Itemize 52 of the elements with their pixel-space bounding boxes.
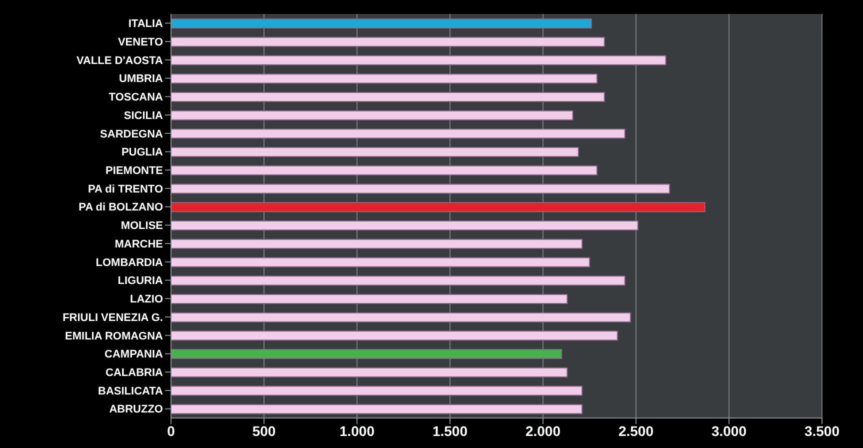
y-tick-label: FRIULI VENEZIA G. — [62, 312, 163, 324]
x-tick-label: 1.000 — [339, 422, 375, 439]
y-tick-label: ITALIA — [128, 18, 164, 30]
y-tick-label: TOSCANA — [108, 92, 164, 104]
y-tick-label: PUGLIA — [121, 146, 164, 159]
y-tick-label: SARDEGNA — [100, 128, 164, 140]
bar — [171, 36, 605, 47]
y-tick-label: LAZIO — [130, 294, 164, 306]
bar — [171, 367, 568, 378]
bar — [171, 128, 626, 139]
y-tick-label: VENETO — [118, 36, 164, 48]
x-tick-label: 3.000 — [711, 422, 747, 439]
y-tick-label: EMILIA ROMAGNA — [65, 330, 164, 342]
bar — [171, 202, 706, 212]
bar — [171, 110, 574, 120]
bar — [171, 147, 579, 158]
x-tick-label: 2.000 — [525, 422, 561, 439]
bar — [171, 55, 666, 66]
y-tick-label: CALABRIA — [106, 366, 164, 379]
bar — [171, 74, 598, 84]
bar — [171, 349, 562, 360]
bar — [171, 257, 590, 268]
x-tick-label: 500 — [252, 422, 276, 439]
bar — [171, 165, 598, 176]
bar — [171, 294, 568, 304]
x-tick-label: 1.500 — [432, 422, 468, 439]
bar — [171, 330, 618, 341]
y-tick-label: UMBRIA — [119, 73, 164, 86]
bar — [171, 404, 583, 414]
x-tick-label: 0 — [167, 422, 176, 439]
y-tick-label: LOMBARDIA — [96, 256, 164, 269]
x-tick-label: 3.500 — [804, 422, 840, 439]
y-tick-label: BASILICATA — [98, 385, 164, 398]
y-tick-label: MOLISE — [120, 220, 163, 232]
y-tick-label: PA di TRENTO — [88, 183, 164, 196]
y-tick-label: SICILIA — [124, 110, 164, 122]
y-tick-label: PIEMONTE — [106, 164, 163, 177]
bar — [171, 92, 605, 102]
bar — [171, 386, 583, 396]
y-tick-label: PA di BOLZANO — [78, 202, 164, 214]
bar — [171, 276, 626, 286]
y-tick-label: MARCHE — [114, 238, 163, 250]
y-tick-label: ABRUZZO — [109, 404, 164, 416]
y-tick-label: LIGURIA — [118, 275, 164, 288]
bar — [171, 312, 631, 322]
y-tick-label: CAMPANIA — [104, 348, 164, 361]
bar — [171, 184, 670, 194]
y-tick-label: VALLE D'AOSTA — [76, 54, 164, 67]
bar — [171, 18, 592, 28]
x-tick-label: 2.500 — [618, 422, 654, 439]
bar — [171, 238, 583, 249]
bar — [171, 220, 638, 230]
